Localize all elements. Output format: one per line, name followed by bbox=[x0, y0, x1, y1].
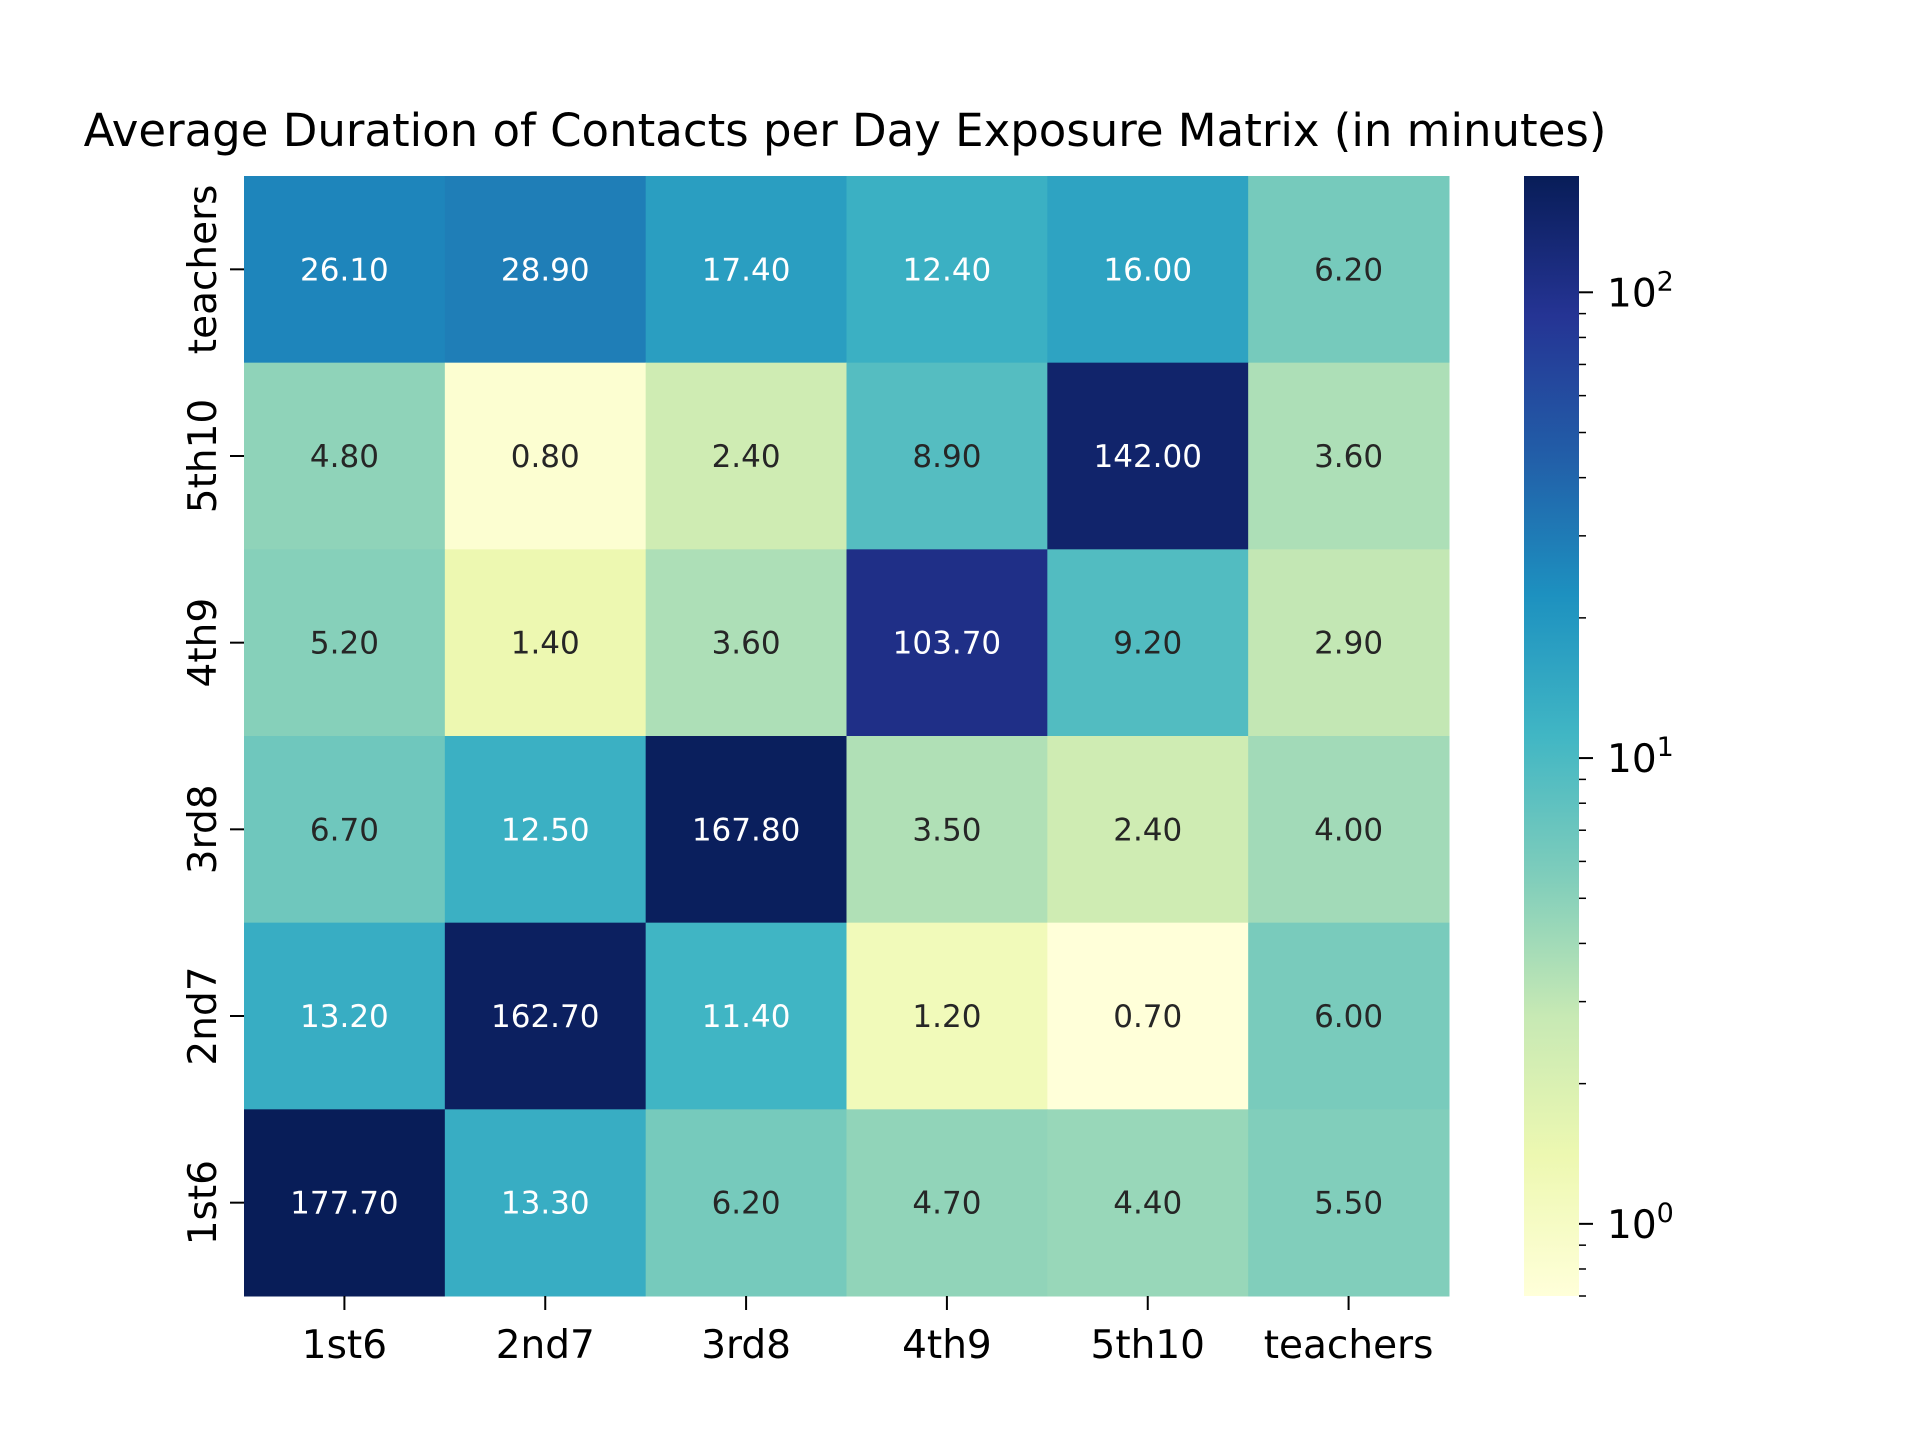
cell-value-label: 6.20 bbox=[1314, 252, 1383, 288]
cell-value-label: 3.60 bbox=[1314, 439, 1383, 475]
heatmap-cell bbox=[1248, 176, 1450, 364]
colorbar-tick-label: 100 bbox=[1607, 1198, 1674, 1248]
colorbar-tick-label: 101 bbox=[1607, 732, 1674, 782]
heatmap-cell bbox=[846, 362, 1048, 550]
heatmap-cell bbox=[645, 1109, 847, 1297]
cell-value-label: 9.20 bbox=[1113, 626, 1182, 662]
heatmap-cell bbox=[846, 549, 1048, 737]
heatmap-cell bbox=[444, 736, 647, 924]
cell-value-label: 12.50 bbox=[501, 812, 590, 848]
colorbar-axis: 100 101 102 bbox=[1579, 266, 1674, 1297]
cell-value-label: 1.40 bbox=[511, 626, 580, 662]
heatmap-cell bbox=[846, 922, 1048, 1110]
cell-value-label: 6.00 bbox=[1314, 999, 1383, 1035]
cell-value-label: 4.80 bbox=[310, 439, 379, 475]
cell-value-label: 11.40 bbox=[702, 999, 791, 1035]
x-tick-label: 5th10 bbox=[1091, 1323, 1205, 1368]
cell-value-label: 0.70 bbox=[1113, 999, 1182, 1035]
cell-value-label: 142.00 bbox=[1094, 439, 1202, 475]
heatmap-cell bbox=[1047, 922, 1249, 1110]
cell-value-label: 2.40 bbox=[712, 439, 781, 475]
cell-value-label: 26.10 bbox=[300, 252, 389, 288]
heatmap-cell bbox=[645, 922, 847, 1110]
heatmap-cell bbox=[444, 176, 647, 364]
cell-value-label: 1.20 bbox=[912, 999, 981, 1035]
x-tick-label: teachers bbox=[1264, 1323, 1434, 1368]
x-tick-label: 2nd7 bbox=[496, 1323, 595, 1368]
x-axis: 1st6 2nd7 3rd8 4th9 5th10 teachers bbox=[302, 1296, 1434, 1368]
heatmap-cell bbox=[244, 736, 446, 924]
heatmap-cell bbox=[1248, 362, 1450, 550]
heatmap-cell bbox=[444, 1109, 647, 1297]
colorbar-tick-label: 102 bbox=[1607, 266, 1674, 316]
x-tick-label: 1st6 bbox=[302, 1323, 387, 1368]
cell-value-label: 28.90 bbox=[501, 252, 590, 288]
heatmap-cell bbox=[244, 1109, 446, 1297]
cell-value-label: 177.70 bbox=[290, 1186, 398, 1222]
cell-value-label: 2.90 bbox=[1314, 626, 1383, 662]
cell-value-label: 3.60 bbox=[712, 626, 781, 662]
heatmap-cell bbox=[244, 549, 446, 737]
heatmap-cell bbox=[444, 922, 647, 1110]
cell-value-label: 13.30 bbox=[501, 1186, 590, 1222]
y-tick-label: 2nd7 bbox=[181, 966, 226, 1065]
heatmap-cell bbox=[846, 1109, 1048, 1297]
heatmap-cell bbox=[846, 736, 1048, 924]
cell-value-label: 16.00 bbox=[1103, 252, 1192, 288]
cell-value-label: 162.70 bbox=[491, 999, 599, 1035]
cell-value-label: 3.50 bbox=[912, 812, 981, 848]
cell-value-label: 13.20 bbox=[300, 999, 389, 1035]
heatmap-cell bbox=[1047, 176, 1249, 364]
y-tick-label: 5th10 bbox=[181, 399, 226, 513]
cell-value-label: 4.40 bbox=[1113, 1186, 1182, 1222]
heatmap-cell bbox=[1047, 1109, 1249, 1297]
heatmap-cell bbox=[444, 362, 647, 550]
heatmap-cell bbox=[1047, 362, 1249, 550]
cell-value-label: 5.20 bbox=[310, 626, 379, 662]
y-tick-label: 3rd8 bbox=[181, 784, 226, 874]
heatmap-cell bbox=[846, 176, 1048, 364]
y-axis: teachers 5th10 4th9 3rd8 2nd7 1st6 bbox=[181, 184, 244, 1245]
y-tick-label: teachers bbox=[181, 184, 226, 354]
heatmap-cell bbox=[444, 549, 647, 737]
cell-value-label: 17.40 bbox=[702, 252, 791, 288]
heatmap-cell bbox=[244, 176, 446, 364]
heatmap-cell bbox=[645, 549, 847, 737]
cell-value-label: 4.00 bbox=[1314, 812, 1383, 848]
heatmap-cell bbox=[1248, 736, 1450, 924]
colorbar bbox=[1524, 176, 1579, 1296]
heatmap-cell bbox=[244, 922, 446, 1110]
cell-value-label: 2.40 bbox=[1113, 812, 1182, 848]
chart-title: Average Duration of Contacts per Day Exp… bbox=[84, 104, 1607, 157]
heatmap-cell bbox=[645, 736, 847, 924]
x-tick-label: 3rd8 bbox=[701, 1323, 791, 1368]
heatmap-cell bbox=[1047, 549, 1249, 737]
heatmap-cell bbox=[645, 176, 847, 364]
cell-value-label: 6.70 bbox=[310, 812, 379, 848]
y-tick-label: 1st6 bbox=[181, 1160, 226, 1245]
cell-value-label: 0.80 bbox=[511, 439, 580, 475]
cell-value-label: 103.70 bbox=[893, 626, 1001, 662]
cell-value-label: 167.80 bbox=[692, 812, 800, 848]
heatmap-cell bbox=[1248, 549, 1450, 737]
cell-value-label: 8.90 bbox=[912, 439, 981, 475]
heatmap-cell bbox=[1248, 922, 1450, 1110]
cell-value-label: 6.20 bbox=[712, 1186, 781, 1222]
heatmap-cell bbox=[1047, 736, 1249, 924]
heatmap-cell bbox=[1248, 1109, 1450, 1297]
heatmap-cells: 26.10 28.90 17.40 12.40 16.00 6.20 4.80 0.80 2.4… bbox=[244, 176, 1450, 1297]
cell-value-label: 5.50 bbox=[1314, 1186, 1383, 1222]
x-tick-label: 4th9 bbox=[902, 1323, 992, 1368]
heatmap-cell bbox=[645, 362, 847, 550]
cell-value-label: 12.40 bbox=[903, 252, 992, 288]
y-tick-label: 4th9 bbox=[181, 598, 226, 688]
cell-value-label: 4.70 bbox=[912, 1186, 981, 1222]
heatmap-cell bbox=[244, 362, 446, 550]
